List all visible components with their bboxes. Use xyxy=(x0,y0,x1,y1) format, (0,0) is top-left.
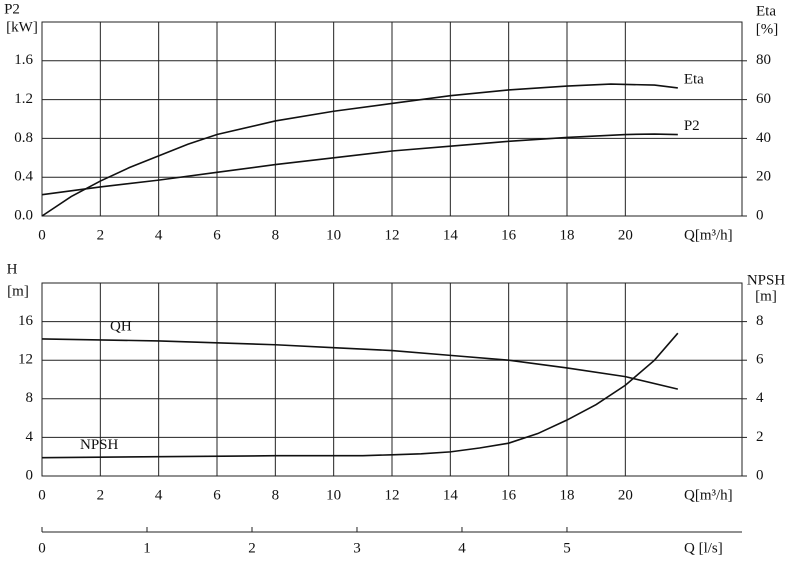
y-tick-label: 4 xyxy=(26,429,34,445)
x2-tick-label: 5 xyxy=(563,540,571,556)
y-tick-label: 1.6 xyxy=(14,52,33,68)
x-tick-label: 16 xyxy=(501,227,517,243)
curve xyxy=(41,83,678,217)
x2-tick-label: 0 xyxy=(38,540,46,556)
x-tick-label: 2 xyxy=(97,227,105,243)
x-tick-label: 2 xyxy=(97,487,105,503)
curve xyxy=(41,133,678,196)
x2-tick-label: 2 xyxy=(248,540,256,556)
y-tick-label: 0.8 xyxy=(14,130,33,146)
x-tick-label: 16 xyxy=(501,487,517,503)
x-tick-label: 10 xyxy=(326,487,341,503)
axis-title: Eta xyxy=(756,3,776,19)
axis-title: NPSH xyxy=(747,272,786,288)
x-tick-label: 12 xyxy=(385,227,400,243)
y-tick-label: 0.4 xyxy=(14,169,33,185)
x2-tick-label: 4 xyxy=(458,540,466,556)
axis-title: [m] xyxy=(7,283,29,299)
curve xyxy=(41,332,679,459)
x-tick-label: 14 xyxy=(443,227,459,243)
x-axis-label: Q[m³/h] xyxy=(684,227,733,243)
axis-title: H xyxy=(7,261,18,277)
x-tick-label: 20 xyxy=(618,227,633,243)
y-tick-label: 0.0 xyxy=(14,207,33,223)
x-tick-label: 4 xyxy=(155,227,163,243)
y2-tick-label: 2 xyxy=(756,429,764,445)
x-tick-label: 8 xyxy=(272,227,280,243)
x-tick-label: 14 xyxy=(443,487,459,503)
x-tick-label: 12 xyxy=(385,487,400,503)
y2-tick-label: 8 xyxy=(756,313,764,329)
x-tick-label: 6 xyxy=(213,487,221,503)
y-tick-label: 0 xyxy=(26,467,34,483)
x-tick-label: 8 xyxy=(272,487,280,503)
x-tick-label: 18 xyxy=(560,487,575,503)
x2-tick-label: 1 xyxy=(143,540,151,556)
y2-tick-label: 6 xyxy=(756,352,764,368)
y-tick-label: 1.2 xyxy=(14,91,33,107)
curve xyxy=(41,338,679,390)
axis-title: [kW] xyxy=(6,19,38,35)
x-tick-label: 4 xyxy=(155,487,163,503)
x-tick-label: 6 xyxy=(213,227,221,243)
x-tick-label: 20 xyxy=(618,487,633,503)
y-tick-label: 12 xyxy=(18,352,33,368)
x-tick-label: 0 xyxy=(38,227,46,243)
series-label: NPSH xyxy=(80,437,119,453)
series-label: QH xyxy=(110,318,132,334)
y2-tick-label: 0 xyxy=(756,467,764,483)
x2-axis-label: Q [l/s] xyxy=(684,540,723,556)
y-tick-label: 16 xyxy=(18,313,34,329)
x-tick-label: 0 xyxy=(38,487,46,503)
x-tick-label: 10 xyxy=(326,227,341,243)
series-label: Eta xyxy=(684,71,704,87)
y2-tick-label: 20 xyxy=(756,169,771,185)
y2-tick-label: 4 xyxy=(756,390,764,406)
y2-tick-label: 0 xyxy=(756,207,764,223)
x-axis-label: Q[m³/h] xyxy=(684,487,733,503)
y-tick-label: 8 xyxy=(26,390,34,406)
y2-tick-label: 40 xyxy=(756,130,771,146)
axis-title: [%] xyxy=(756,21,779,37)
series-label: P2 xyxy=(684,118,700,134)
y2-tick-label: 80 xyxy=(756,52,771,68)
axis-title: [m] xyxy=(755,288,777,304)
x-tick-label: 18 xyxy=(560,227,575,243)
axis-title: P2 xyxy=(4,1,20,17)
y2-tick-label: 60 xyxy=(756,91,771,107)
x2-tick-label: 3 xyxy=(353,540,361,556)
